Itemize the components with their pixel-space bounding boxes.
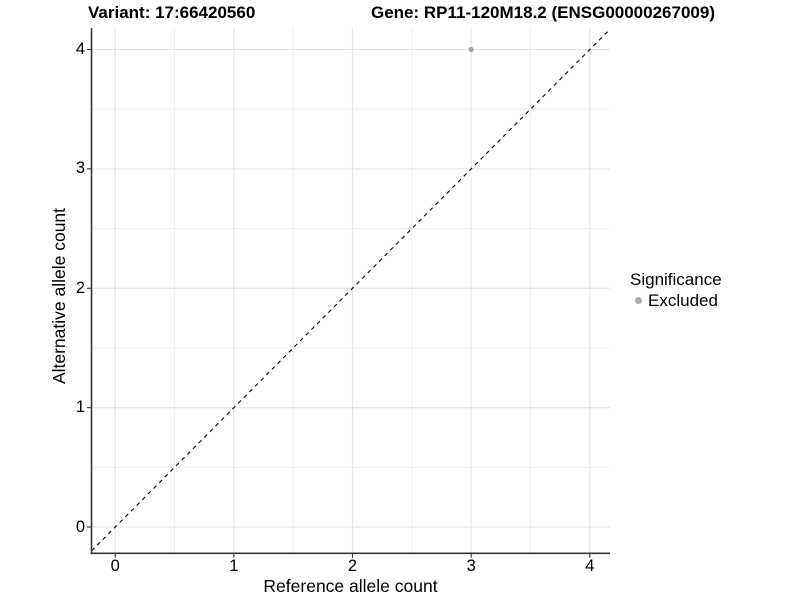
y-tick-label: 2 [75,278,85,297]
x-tick-label: 2 [347,557,358,575]
x-tick-label: 3 [466,557,476,575]
x-tick-label: 1 [229,557,239,575]
legend: Significance Excluded [630,270,722,310]
y-axis-title: Alternative allele count [49,207,69,385]
legend-item-label: Excluded [648,291,718,310]
variant-title: Variant: 17:66420560 [88,3,256,22]
gene-title: Gene: RP11-120M18.2 (ENSG00000267009) [371,3,715,22]
legend-title: Significance [630,270,722,289]
y-tick-label: 4 [75,39,85,58]
x-tick-label: 4 [585,557,595,575]
x-axis-title: Reference allele count [263,576,438,596]
y-tick-label: 1 [75,398,85,417]
x-tick-label: 0 [110,557,120,575]
identity-reference-line [91,28,611,552]
legend-item-excluded: Excluded [630,291,722,310]
data-point [468,46,474,53]
y-tick-label: 0 [75,517,85,536]
excluded-point-icon [635,297,642,304]
y-tick-label: 3 [75,159,85,178]
